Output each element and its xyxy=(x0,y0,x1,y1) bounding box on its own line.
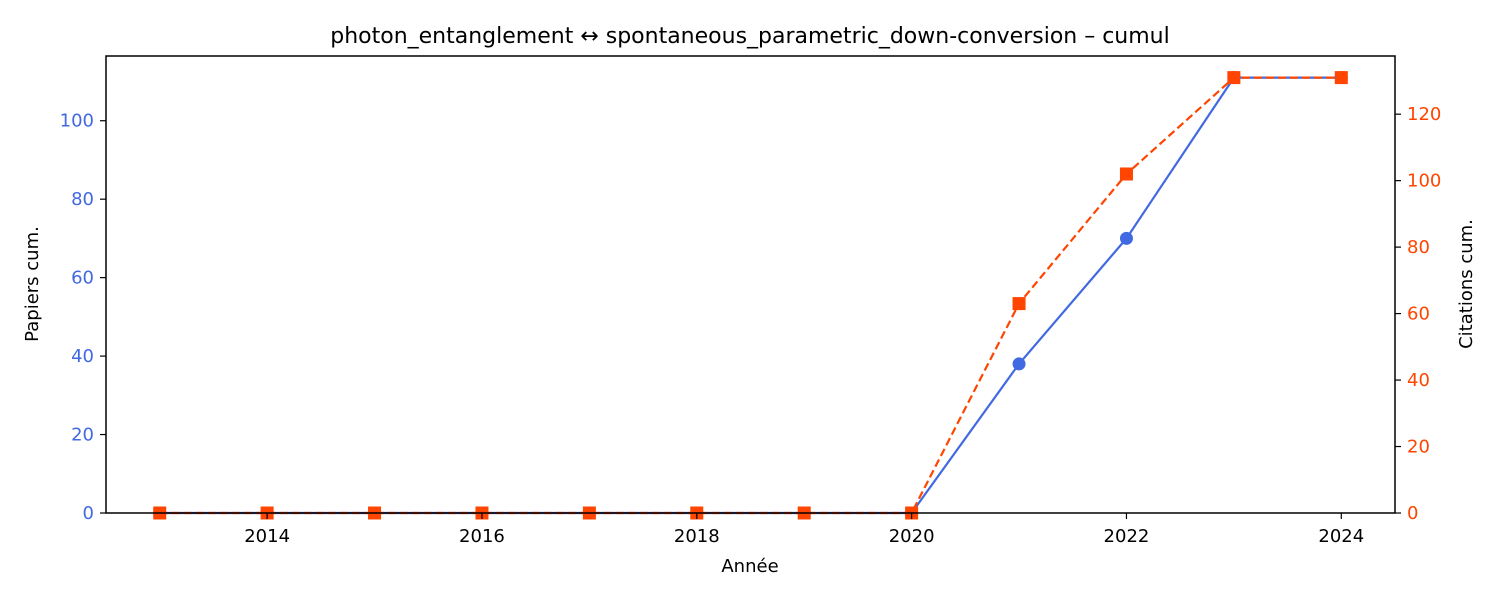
y-right-tick-label: 100 xyxy=(1407,171,1441,192)
x-tick-label: 2020 xyxy=(889,526,935,547)
x-tick-label: 2024 xyxy=(1318,526,1364,547)
plot-area xyxy=(153,71,1348,520)
y-axis-right: 0 20 40 60 80 100 120 xyxy=(1395,104,1441,524)
series-2-line xyxy=(159,76,1342,515)
y-axis-left-label: Papiers cum. xyxy=(22,226,43,342)
y-left-tick-label: 0 xyxy=(83,503,94,524)
y-right-tick-label: 0 xyxy=(1407,503,1418,524)
series-1-line xyxy=(159,76,1342,515)
plot-frame xyxy=(105,55,1396,514)
x-tick-label: 2018 xyxy=(674,526,720,547)
y-left-tick-label: 20 xyxy=(71,425,94,446)
series-1-point xyxy=(1012,357,1026,371)
x-axis: 2014 2016 2018 2020 2022 2024 xyxy=(244,513,1364,547)
y-right-tick-label: 60 xyxy=(1407,304,1430,325)
series-1 xyxy=(153,71,1348,520)
y-right-tick-label: 120 xyxy=(1407,104,1441,125)
series-2-point xyxy=(1119,167,1133,181)
y-axis-left: 0 20 40 60 80 100 xyxy=(60,111,106,524)
series-2-point xyxy=(1012,297,1026,311)
x-tick-label: 2014 xyxy=(244,526,290,547)
series-2-point xyxy=(1334,71,1348,85)
y-right-tick-label: 40 xyxy=(1407,370,1430,391)
y-axis-right-label: Citations cum. xyxy=(1456,219,1477,349)
y-right-tick-label: 20 xyxy=(1407,437,1430,458)
y-left-tick-label: 40 xyxy=(71,346,94,367)
y-right-tick-label: 80 xyxy=(1407,237,1430,258)
x-tick-label: 2022 xyxy=(1104,526,1150,547)
series-2-point xyxy=(1227,71,1241,85)
series-1-point xyxy=(1119,231,1133,245)
chart-title: photon_entanglement ↔ spontaneous_parame… xyxy=(330,24,1169,49)
y-left-tick-label: 80 xyxy=(71,189,94,210)
x-axis-label: Année xyxy=(721,556,778,577)
x-tick-label: 2016 xyxy=(459,526,505,547)
series-2 xyxy=(153,71,1348,520)
y-left-tick-label: 60 xyxy=(71,268,94,289)
y-left-tick-label: 100 xyxy=(60,111,94,132)
